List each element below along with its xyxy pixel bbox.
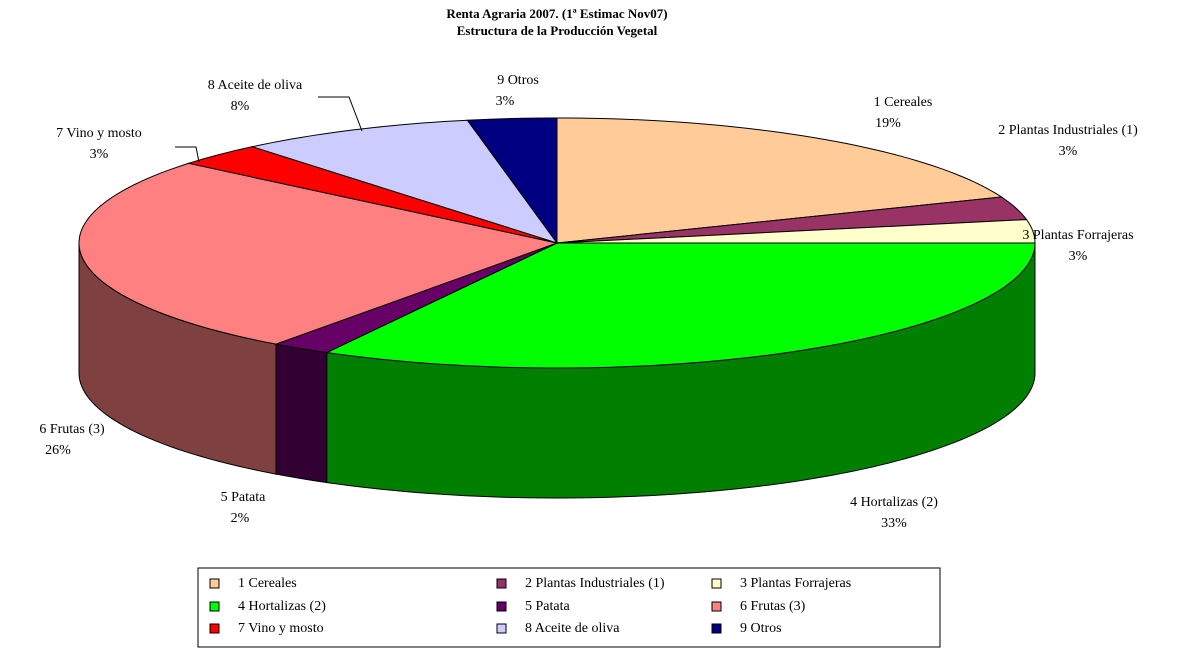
slice-value-label: 33%: [881, 516, 907, 531]
slice-value-label: 3%: [1059, 144, 1078, 159]
leader-line: [318, 96, 363, 132]
legend-swatch: [711, 578, 722, 589]
slice-label: 9 Otros: [497, 73, 539, 88]
slice: [274, 242, 558, 354]
slice-value-label: 3%: [1069, 249, 1088, 264]
legend-label: 5 Patata: [525, 599, 570, 614]
slice: [556, 117, 1003, 244]
slice: [556, 196, 1028, 244]
slice-value-label: 19%: [875, 116, 901, 131]
legend-swatch: [209, 623, 220, 634]
slice-label: 5 Patata: [221, 490, 266, 505]
legend-label: 3 Plantas Forrajeras: [740, 576, 851, 591]
chart-subtitle: Estructura de la Producción Vegetal: [457, 23, 658, 38]
slice-label: 1 Cereales: [874, 95, 933, 110]
slice: [466, 117, 558, 245]
pie-sides: [78, 242, 1036, 499]
slice-value-label: 3%: [90, 147, 109, 162]
slice: [250, 119, 559, 244]
legend-swatch: [496, 578, 507, 589]
slice-label: 7 Vino y mosto: [56, 126, 142, 141]
legend: [197, 567, 941, 648]
legend-swatch: [711, 623, 722, 634]
slice: [78, 162, 559, 345]
legend-swatch: [496, 623, 507, 634]
slice-label: 6 Frutas (3): [39, 422, 105, 437]
leader-line: [175, 146, 200, 163]
slice-label: 3 Plantas Forrajeras: [1022, 228, 1133, 243]
pie-tops: [78, 117, 1036, 369]
legend-swatch: [711, 601, 722, 612]
labels: 1 Cereales 19% 1 Cereales 2 Plantas Industr…: [39, 73, 1138, 636]
slice-label: 2 Plantas Industriales (1): [998, 123, 1138, 138]
slice-value-label: 26%: [45, 443, 71, 458]
legend-swatch: [209, 601, 220, 612]
pie: [78, 117, 1036, 499]
legend-label: 2 Plantas Industriales (1): [525, 576, 665, 591]
slice: [325, 242, 1036, 369]
legend-label: 8 Aceite de oliva: [525, 621, 620, 636]
slice-label: 8 Aceite de oliva: [208, 78, 303, 93]
slice: [186, 146, 558, 244]
legend-label: 7 Vino y mosto: [238, 621, 324, 636]
slice-side: [275, 343, 328, 484]
legend-label: 1 Cereales: [238, 576, 297, 591]
legend-label: 4 Hortalizas (2): [238, 599, 326, 614]
chart-title: Renta Agraria 2007. (1ª Estimac Nov07): [446, 6, 667, 21]
legend-label: 6 Frutas (3): [740, 599, 806, 614]
slice: [556, 219, 1036, 244]
legend-swatch: [209, 578, 220, 589]
slice-value-label: 2%: [231, 511, 250, 526]
slice-label: 4 Hortalizas (2): [850, 495, 938, 510]
slice-value-label: 8%: [231, 99, 250, 114]
legend-label: 9 Otros: [740, 621, 782, 636]
legend-swatch: [496, 601, 507, 612]
slice-value-label: 3%: [496, 94, 515, 109]
